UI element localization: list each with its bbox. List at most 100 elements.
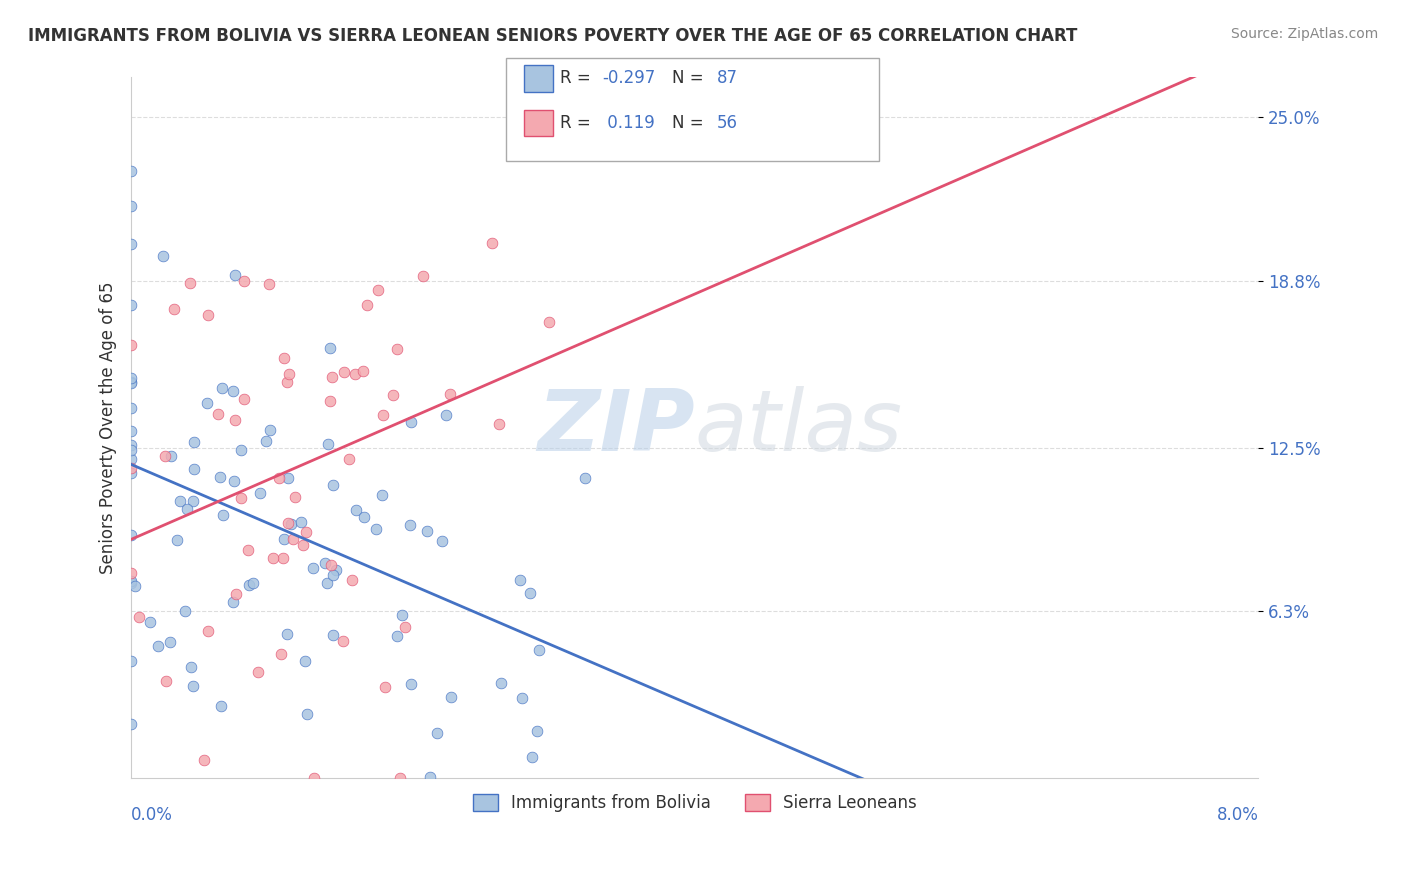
Point <box>509 574 531 588</box>
Point <box>208 469 231 483</box>
Point <box>385 629 408 643</box>
Point <box>273 532 295 546</box>
Point <box>120 461 142 475</box>
Point <box>481 236 503 251</box>
Point <box>229 443 252 458</box>
Point <box>120 467 142 481</box>
Point <box>224 413 246 427</box>
Point <box>316 437 339 451</box>
Point <box>120 451 142 466</box>
Point <box>183 493 205 508</box>
Point <box>295 525 318 540</box>
Point <box>262 550 284 565</box>
Point <box>277 367 299 381</box>
Point <box>319 341 342 355</box>
Point <box>488 417 510 431</box>
Text: -0.297: -0.297 <box>602 70 655 87</box>
Point <box>120 376 142 390</box>
Point <box>120 528 142 542</box>
Point <box>276 627 298 641</box>
Point <box>399 416 422 430</box>
Point <box>314 556 336 570</box>
Point <box>120 576 142 591</box>
Point <box>416 524 439 538</box>
Point <box>281 532 304 546</box>
Point <box>270 647 292 661</box>
Text: N =: N = <box>672 70 709 87</box>
Point <box>159 449 181 463</box>
Point <box>120 401 142 415</box>
Point <box>193 753 215 767</box>
Point <box>176 502 198 516</box>
Point <box>259 423 281 437</box>
Point <box>211 382 233 396</box>
Point <box>399 676 422 690</box>
Point <box>254 434 277 448</box>
Point <box>430 534 453 549</box>
Point <box>332 634 354 648</box>
Point <box>120 376 142 390</box>
Point <box>155 674 177 689</box>
Point <box>340 573 363 587</box>
Point <box>290 515 312 529</box>
Point <box>173 604 195 618</box>
Point <box>120 199 142 213</box>
Point <box>394 620 416 634</box>
Point <box>388 771 411 785</box>
Point <box>232 392 254 406</box>
Point <box>120 298 142 312</box>
Point <box>221 595 243 609</box>
Point <box>269 471 291 485</box>
Point <box>277 516 299 530</box>
Point <box>229 491 252 505</box>
Point <box>291 538 314 552</box>
Point <box>522 38 544 53</box>
Legend: Immigrants from Bolivia, Sierra Leoneans: Immigrants from Bolivia, Sierra Leoneans <box>467 788 924 819</box>
Point <box>211 508 233 522</box>
Point <box>319 558 342 573</box>
Point <box>519 586 541 600</box>
Point <box>391 608 413 623</box>
Point <box>155 449 177 463</box>
Point <box>273 351 295 365</box>
Point <box>526 723 548 738</box>
Point <box>574 471 596 485</box>
Point <box>491 675 513 690</box>
Point <box>222 475 245 489</box>
Point <box>183 434 205 449</box>
Point <box>370 488 392 502</box>
Point <box>297 706 319 721</box>
Point <box>319 394 342 409</box>
Text: 8.0%: 8.0% <box>1216 806 1258 824</box>
Text: 87: 87 <box>717 70 738 87</box>
Point <box>257 277 280 291</box>
Point <box>238 578 260 592</box>
Point <box>166 533 188 547</box>
Point <box>344 503 367 517</box>
Point <box>321 370 343 384</box>
Point <box>322 628 344 642</box>
Point <box>520 749 543 764</box>
Point <box>333 365 356 379</box>
Point <box>322 478 344 492</box>
Point <box>197 309 219 323</box>
Point <box>238 543 260 558</box>
Point <box>180 660 202 674</box>
Point <box>510 691 533 706</box>
Point <box>302 771 325 785</box>
Point <box>367 284 389 298</box>
Point <box>440 690 463 704</box>
Text: R =: R = <box>560 114 596 132</box>
Point <box>120 566 142 580</box>
Point <box>387 342 409 356</box>
Point <box>120 437 142 451</box>
Point <box>316 576 339 591</box>
Point <box>120 237 142 252</box>
Point <box>120 443 142 458</box>
Text: Source: ZipAtlas.com: Source: ZipAtlas.com <box>1230 27 1378 41</box>
Point <box>152 250 174 264</box>
Point <box>120 371 142 385</box>
Point <box>538 315 561 329</box>
Point <box>325 563 347 577</box>
Point <box>146 639 169 653</box>
